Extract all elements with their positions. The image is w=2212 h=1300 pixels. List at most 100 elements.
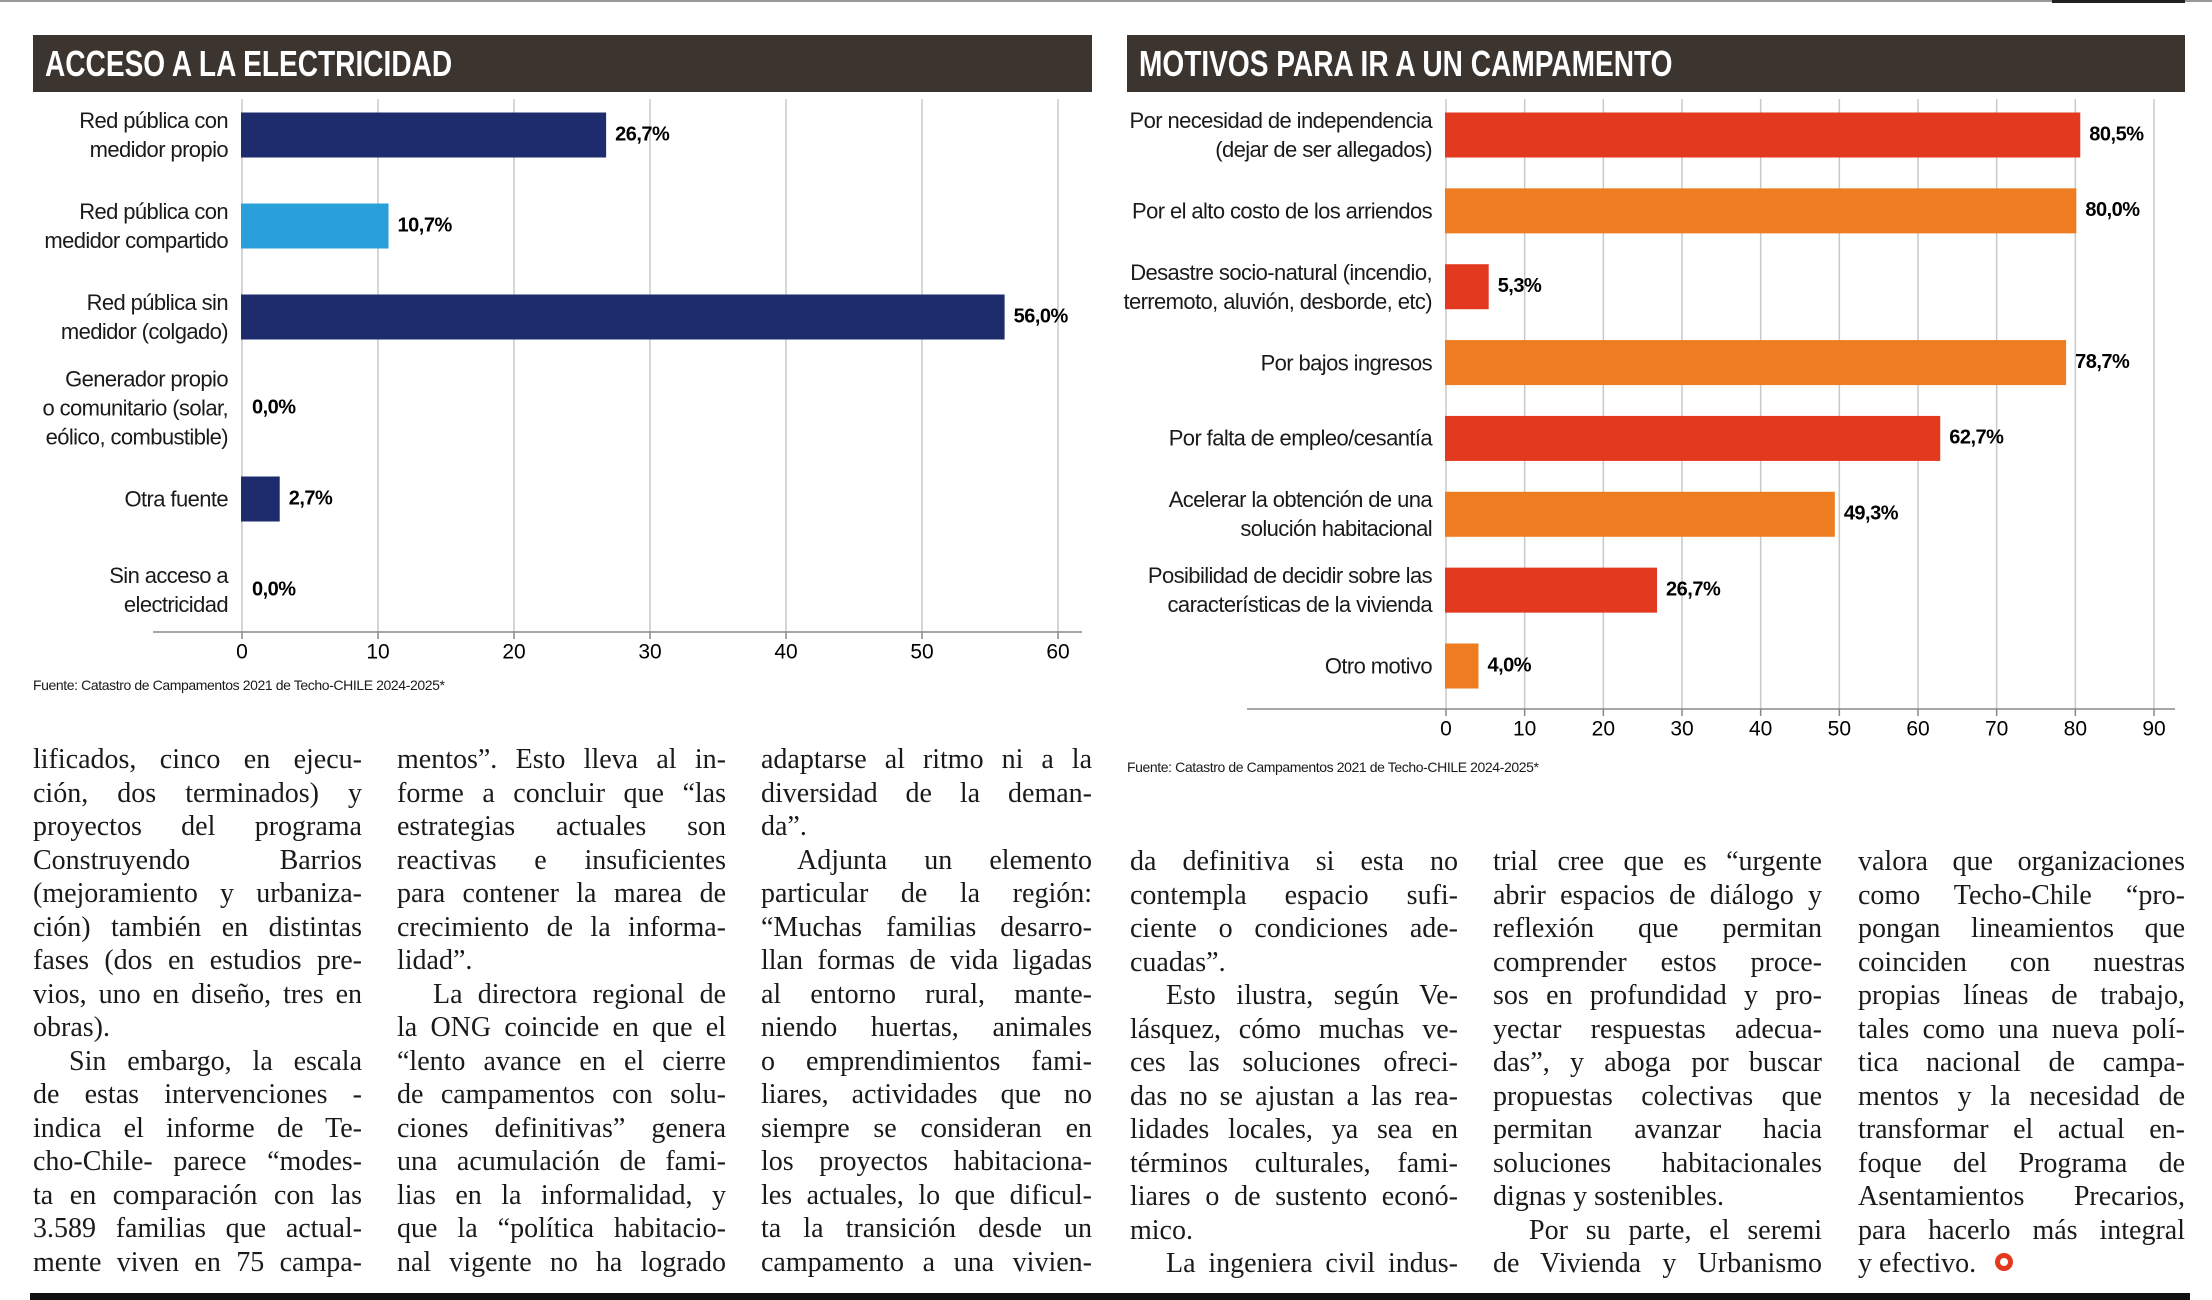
value-label: 80,5% [2089,123,2144,145]
text-line: valora que organizaciones [1858,846,2185,877]
text-line: les actuales, lo que dificul- [761,1179,1092,1211]
category-label: Sin acceso a electricidad [109,563,228,617]
value-label: 26,7% [1666,578,1721,600]
value-label: 26,7% [615,123,670,145]
text-line: vios, uno en diseño, tres en [33,978,362,1010]
text-line: llan formas de vida ligadas [761,945,1092,976]
text-line: Adjunta un elemento [797,844,1092,876]
text-line: das no se ajustan a las rea- [1130,1080,1458,1112]
value-label: 62,7% [1949,427,2004,449]
x-tick-label: 40 [774,641,797,664]
text-line: Por su parte, el seremi [1529,1214,1822,1246]
value-label: 78,7% [2075,351,2130,373]
text-line: de estas intervenciones - [33,1079,362,1110]
text-line: tica nacional de campa- [1858,1047,2185,1078]
text-line: la ONG coincide en que el [397,1012,726,1043]
text-line: transformar el actual en- [1858,1114,2185,1145]
text-line: lásquez, cómo muchas ve- [1130,1013,1458,1045]
text-line: indica el informe de Te- [33,1112,362,1144]
x-tick-label: 10 [1513,718,1536,741]
text-line: adaptarse al ritmo ni a la [761,744,1092,775]
text-line: ciones definitivas” genera [397,1112,726,1144]
category-label: Generador propio o comunitario (solar, e… [42,366,229,450]
top-rule-accent [2052,0,2185,3]
category-label: Por falta de empleo/cesantía [1168,425,1433,451]
top-rule [0,0,2212,2]
end-mark [1995,1253,2013,1271]
x-tick-label: 80 [2064,718,2087,741]
text-line: dignas y sostenibles. [1493,1181,1724,1212]
x-tick-label: 0 [1440,718,1452,741]
x-tick-label: 10 [366,641,389,664]
text-line: particular de la región: [761,878,1092,909]
value-label: 10,7% [398,214,453,236]
text-line: ta la transición desde un [761,1213,1092,1244]
bar [1445,491,1835,537]
text-line: siempre se consideran en [761,1112,1092,1144]
text-line: tales como una nueva polí- [1858,1013,2185,1045]
text-line: que la “política habitacio- [397,1213,726,1244]
text-line: liares o de sustento econó- [1130,1181,1458,1212]
text-line: como Techo-Chile “pro- [1858,879,2185,911]
bottom-rule [30,1293,2190,1300]
text-line: das”, y aboga por buscar [1493,1047,1822,1078]
x-tick-label: 40 [1749,718,1772,741]
text-line: nal vigente no ha logrado [397,1246,726,1278]
value-label: 80,0% [2085,199,2140,221]
text-line: cho-Chile- parece “modes- [33,1146,362,1177]
text-line: Asentamientos Precarios, [1858,1181,2185,1212]
x-tick-label: 50 [910,641,933,664]
bar [241,476,280,522]
text-line: mentos y la necesidad de [1858,1080,2185,1112]
bar [1445,567,1658,613]
value-label: 0,0% [252,578,296,600]
text-line: una acumulación de fami- [397,1146,726,1177]
text-line: La ingeniera civil indus- [1166,1248,1458,1279]
bar [1445,415,1941,461]
category-label: Otro motivo [1324,653,1433,679]
text-line: lidad”. [397,945,473,976]
category-label: Por el alto costo de los arriendos [1132,198,1433,224]
text-line: mentos”. Esto lleva al in- [397,744,726,775]
chart-title: MOTIVOS PARA IR A UN CAMPAMENTO [1139,43,1673,84]
text-line: yectar respuestas adecua- [1493,1013,1822,1045]
text-line: trial cree que es “urgente [1493,846,1822,877]
source-note: Fuente: Catastro de Campamentos 2021 de … [33,677,445,693]
chart-header: ACCESO A LA ELECTRICIDAD [33,35,1092,92]
text-line: 3.589 familias que actual- [33,1213,362,1244]
x-tick-label: 20 [502,641,525,664]
text-line: “Muchas familias desarro- [761,911,1092,943]
category-label: Por bajos ingresos [1260,350,1433,376]
x-tick-label: 60 [1046,641,1069,664]
text-line: ción, dos terminados) y [33,777,362,809]
text-line: (mejoramiento y urbaniza- [33,878,362,909]
value-label: 2,7% [289,487,333,509]
x-tick-label: 20 [1592,718,1615,741]
text-line: niendo huertas, animales [761,1012,1092,1043]
text-line: ta en comparación con las [33,1179,362,1211]
text-line: reflexión que permitan [1493,913,1822,944]
text-line: o emprendimientos fami- [761,1045,1092,1077]
text-line: Construyendo Barrios [33,844,362,876]
bar [241,294,1005,340]
text-line: al entorno rural, mante- [761,978,1092,1010]
chart-header: MOTIVOS PARA IR A UN CAMPAMENTO [1127,35,2185,92]
x-tick-label: 0 [236,641,248,664]
text-line: y efectivo. [1858,1248,1977,1279]
bar [1445,340,2067,386]
text-line: comprender estos proce- [1493,946,1822,978]
text-line: propuestas colectivas que [1493,1080,1822,1112]
text-line: La directora regional de [433,978,726,1010]
text-line: proyectos del programa [33,811,362,842]
bar [1445,188,2077,234]
text-line: soluciones habitacionales [1493,1147,1822,1179]
category-label: Otra fuente [124,486,229,512]
bar [241,203,389,249]
bar [241,112,607,158]
text-line: mico. [1130,1214,1193,1246]
value-label: 56,0% [1014,305,1069,327]
value-label: 49,3% [1844,503,1899,525]
text-line: lificados, cinco en ejecu- [33,744,362,775]
text-line: pongan lineamientos que [1858,913,2185,944]
value-label: 0,0% [252,396,296,418]
